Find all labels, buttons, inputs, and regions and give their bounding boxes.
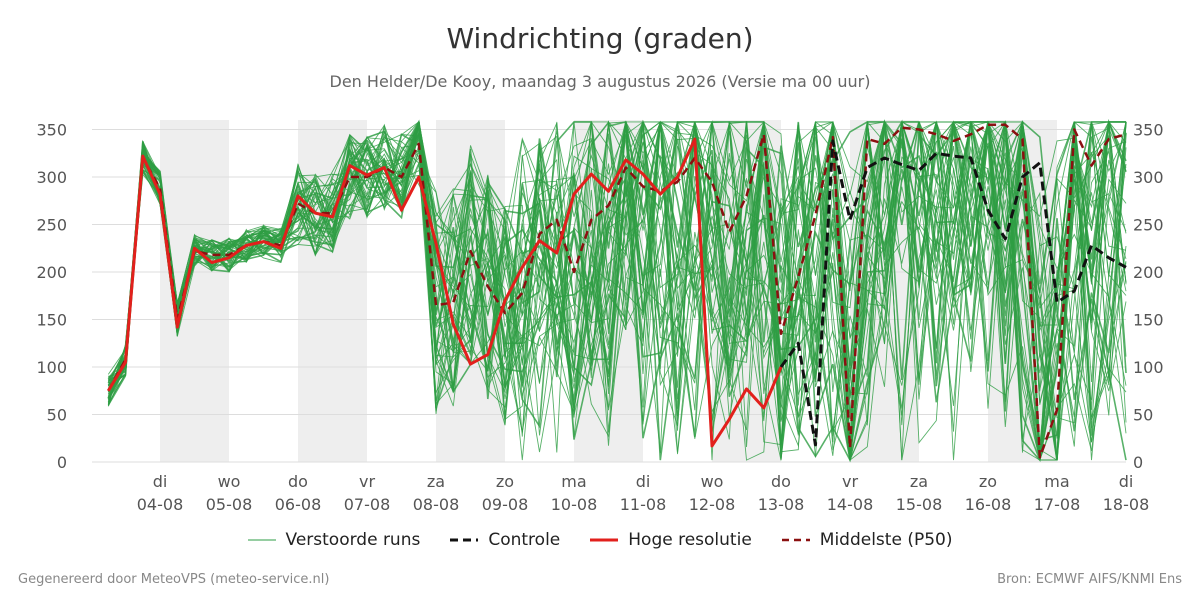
y-tick-right-50: 50: [1133, 406, 1153, 425]
y-tick-left-100: 100: [36, 358, 67, 377]
x-tick-date-6: 10-08: [551, 495, 598, 514]
x-tick-date-12: 16-08: [965, 495, 1012, 514]
x-tick-day-3: vr: [359, 472, 375, 491]
ensemble-run-31: [108, 120, 1127, 461]
x-tick-date-11: 15-08: [896, 495, 943, 514]
y-tick-right-250: 250: [1133, 216, 1164, 235]
x-tick-date-13: 17-08: [1034, 495, 1081, 514]
y-tick-right-200: 200: [1133, 263, 1164, 282]
legend-label-control: Controle: [488, 530, 561, 550]
x-tick-day-12: zo: [979, 472, 997, 491]
x-tick-day-0: di: [153, 472, 168, 491]
y-tick-left-50: 50: [47, 406, 67, 425]
x-tick-date-7: 11-08: [620, 495, 667, 514]
y-axis-left: 0 50 100 150 200 250 300 350: [36, 121, 67, 473]
y-tick-left-150: 150: [36, 311, 67, 330]
legend-item-median: Middelste (P50): [781, 530, 953, 550]
x-tick-date-4: 08-08: [413, 495, 460, 514]
ensemble-run-48: [108, 120, 1127, 436]
ensemble-run-46: [107, 121, 1127, 461]
y-tick-right-0: 0: [1133, 453, 1143, 472]
main-series: [107, 123, 1127, 459]
band-0: [160, 120, 229, 462]
footer-source: Bron: ECMWF AIFS/KNMI Ens: [997, 572, 1182, 587]
legend-swatch-highres: [590, 538, 619, 542]
x-tick-day-9: do: [771, 472, 791, 491]
legend-label-ensemble: Verstoorde runs: [285, 530, 421, 550]
y-tick-right-300: 300: [1133, 168, 1164, 187]
y-tick-right-350: 350: [1133, 121, 1164, 140]
x-tick-date-3: 07-08: [344, 495, 391, 514]
y-tick-left-250: 250: [36, 216, 67, 235]
legend-item-ensemble: Verstoorde runs: [247, 530, 421, 550]
legend-swatch-median: [781, 538, 810, 542]
legend-swatch-ensemble: [247, 539, 276, 541]
x-tick-date-2: 06-08: [275, 495, 322, 514]
x-tick-date-10: 14-08: [827, 495, 874, 514]
x-tick-day-7: di: [636, 472, 651, 491]
series-highres: [107, 137, 783, 448]
x-tick-day-14: di: [1119, 472, 1134, 491]
x-tick-date-5: 09-08: [482, 495, 529, 514]
y-tick-left-0: 0: [57, 453, 67, 472]
series-control: [779, 139, 1127, 447]
legend: Verstoorde runs Controle Hoge resolutie …: [0, 530, 1200, 550]
x-tick-day-11: za: [910, 472, 928, 491]
x-tick-day-5: zo: [496, 472, 514, 491]
ensemble-run-40: [108, 120, 1127, 461]
legend-item-control: Controle: [450, 530, 560, 550]
y-axis-right: 0 50 100 150 200 250 300 350: [1133, 121, 1164, 473]
legend-label-highres: Hoge resolutie: [628, 530, 752, 550]
x-tick-date-9: 13-08: [758, 495, 805, 514]
x-tick-date-8: 12-08: [689, 495, 736, 514]
x-tick-day-1: wo: [218, 472, 241, 491]
x-tick-day-2: do: [288, 472, 308, 491]
legend-label-median: Middelste (P50): [819, 530, 953, 550]
ensemble-run-47: [107, 121, 1127, 461]
ensemble-run-38: [107, 121, 1127, 461]
legend-item-highres: Hoge resolutie: [590, 530, 752, 550]
legend-swatch-control: [450, 538, 479, 542]
chart-title: Windrichting (graden): [446, 22, 754, 55]
y-tick-left-300: 300: [36, 168, 67, 187]
y-tick-left-200: 200: [36, 263, 67, 282]
footer-generated-by: Gegenereerd door MeteoVPS (meteo-service…: [18, 572, 330, 587]
x-tick-date-14: 18-08: [1103, 495, 1150, 514]
series-median: [107, 123, 1127, 459]
y-tick-left-350: 350: [36, 121, 67, 140]
chart-subtitle: Den Helder/De Kooy, maandag 3 augustus 2…: [329, 72, 871, 91]
x-tick-day-10: vr: [842, 472, 858, 491]
x-tick-day-4: za: [427, 472, 445, 491]
ensemble-run-33: [107, 120, 1126, 461]
ensemble-run-49: [107, 120, 1127, 461]
x-tick-day-13: ma: [1044, 472, 1069, 491]
x-axis: di 04-08 wo 05-08 do 06-08 vr 07-08 za 08-08 zo 09-…: [137, 472, 1150, 514]
x-tick-date-0: 04-08: [137, 495, 184, 514]
x-tick-date-1: 05-08: [206, 495, 253, 514]
x-tick-day-8: wo: [701, 472, 724, 491]
y-tick-right-150: 150: [1133, 311, 1164, 330]
x-tick-day-6: ma: [561, 472, 586, 491]
y-tick-right-100: 100: [1133, 358, 1164, 377]
